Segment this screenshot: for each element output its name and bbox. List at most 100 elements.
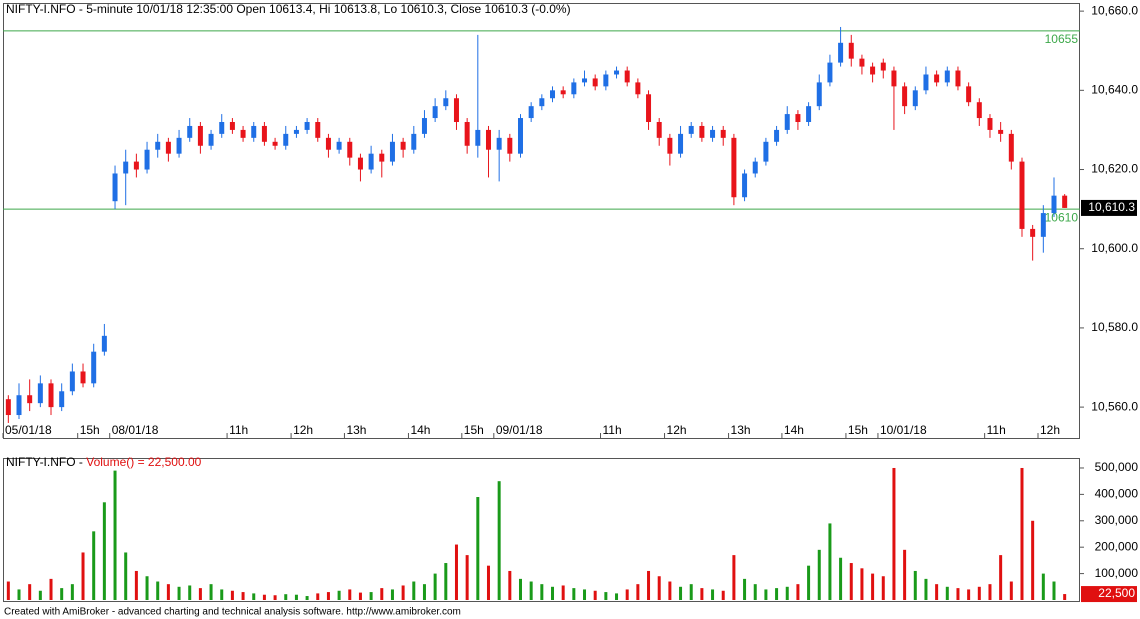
- x-tick-label: 09/01/18: [496, 423, 543, 437]
- volume-bar: [540, 584, 544, 600]
- volume-bar: [476, 497, 480, 600]
- candle-body: [624, 70, 630, 83]
- candle-body: [219, 122, 225, 134]
- candle-body: [880, 62, 886, 71]
- volume-bar: [188, 585, 192, 600]
- volume-bar: [1063, 594, 1067, 600]
- candle-body: [891, 70, 897, 87]
- candle-body: [336, 141, 342, 150]
- volume-bar: [956, 588, 960, 600]
- price-pane: [3, 3, 1080, 439]
- candle-body: [582, 78, 588, 83]
- candle-body: [710, 129, 716, 138]
- candle-body: [784, 114, 790, 130]
- volume-bar: [348, 589, 352, 600]
- volume-bar: [337, 590, 341, 600]
- x-tick-label: 13h: [346, 423, 366, 437]
- candle-body: [475, 129, 481, 146]
- candle-body: [283, 133, 289, 146]
- volume-bar: [38, 590, 42, 600]
- volume-bar: [828, 523, 832, 600]
- candle-body: [133, 161, 139, 170]
- y-tick-label: 100,000: [1095, 566, 1139, 580]
- candle-body: [389, 141, 395, 162]
- volume-bar: [1041, 573, 1045, 600]
- volume-title: NIFTY-I.NFO - Volume() = 22,500.00: [6, 455, 202, 469]
- volume-bar: [465, 555, 469, 600]
- volume-bar: [572, 588, 576, 600]
- y-tick-label: 300,000: [1095, 513, 1139, 527]
- candle-body: [827, 62, 833, 83]
- candle-body: [432, 106, 438, 119]
- candle-body: [261, 125, 267, 142]
- candle-body: [774, 129, 780, 142]
- volume-bar: [156, 581, 160, 600]
- candle-body: [859, 58, 865, 67]
- candle-body: [112, 173, 118, 202]
- candle-body: [667, 137, 673, 154]
- volume-bar: [807, 565, 811, 600]
- candle-body: [304, 122, 310, 130]
- candle-body: [229, 122, 235, 130]
- y-tick-label: 10,660.0: [1091, 3, 1138, 17]
- volume-bar: [764, 589, 768, 600]
- volume-bar: [721, 590, 725, 600]
- volume-bar: [262, 594, 266, 600]
- volume-bar: [988, 584, 992, 600]
- volume-bar: [444, 563, 448, 600]
- volume-bar: [177, 586, 181, 600]
- last-value-label: 22,500: [1098, 586, 1135, 600]
- candle-body: [368, 153, 374, 170]
- candle-body: [976, 102, 982, 119]
- volume-bar: [871, 573, 875, 600]
- candle-body: [69, 371, 75, 392]
- candle-body: [357, 157, 363, 170]
- candle-body: [912, 90, 918, 107]
- volume-bar: [796, 584, 800, 600]
- candle-body: [421, 118, 427, 134]
- candle-body: [923, 74, 929, 91]
- volume-bar: [358, 592, 362, 600]
- volume-bar: [49, 578, 53, 600]
- candle-body: [571, 82, 577, 95]
- volume-bar: [17, 589, 21, 600]
- volume-bar: [679, 586, 683, 600]
- candle-body: [1051, 195, 1057, 214]
- candle-body: [614, 70, 620, 75]
- x-tick-label: 08/01/18: [112, 423, 159, 437]
- volume-bar: [380, 588, 384, 600]
- candle-body: [208, 133, 214, 146]
- volume-bar: [700, 588, 704, 600]
- volume-bar: [583, 589, 587, 600]
- candle-body: [5, 399, 11, 416]
- candle-body: [496, 137, 502, 150]
- candle-body: [688, 125, 694, 134]
- volume-bar: [305, 596, 309, 600]
- volume-bar: [70, 584, 74, 600]
- candle-body: [59, 391, 65, 408]
- volume-bar: [785, 586, 789, 600]
- candle-body: [411, 133, 417, 150]
- volume-bar: [743, 578, 747, 600]
- volume-bar: [60, 588, 64, 600]
- candle-body: [517, 118, 523, 154]
- candle-body: [187, 125, 193, 138]
- volume-bar: [636, 584, 640, 600]
- volume-bar: [1052, 581, 1056, 600]
- candle-body: [453, 98, 459, 123]
- candle-body: [315, 122, 321, 138]
- volume-bar: [230, 590, 234, 600]
- candle-body: [155, 141, 161, 150]
- candle-body: [400, 141, 406, 150]
- level-label: 10610: [1045, 210, 1079, 224]
- candle-body: [507, 137, 513, 154]
- volume-bar: [369, 592, 373, 600]
- volume-bar: [497, 481, 501, 600]
- y-tick-label: 10,560.0: [1091, 399, 1138, 413]
- candle-body: [603, 74, 609, 87]
- volume-bar: [1020, 467, 1024, 600]
- x-tick-label: 13h: [731, 423, 751, 437]
- volume-indicator: Volume() = 22,500.00: [86, 455, 201, 469]
- y-tick-label: 10,620.0: [1091, 162, 1138, 176]
